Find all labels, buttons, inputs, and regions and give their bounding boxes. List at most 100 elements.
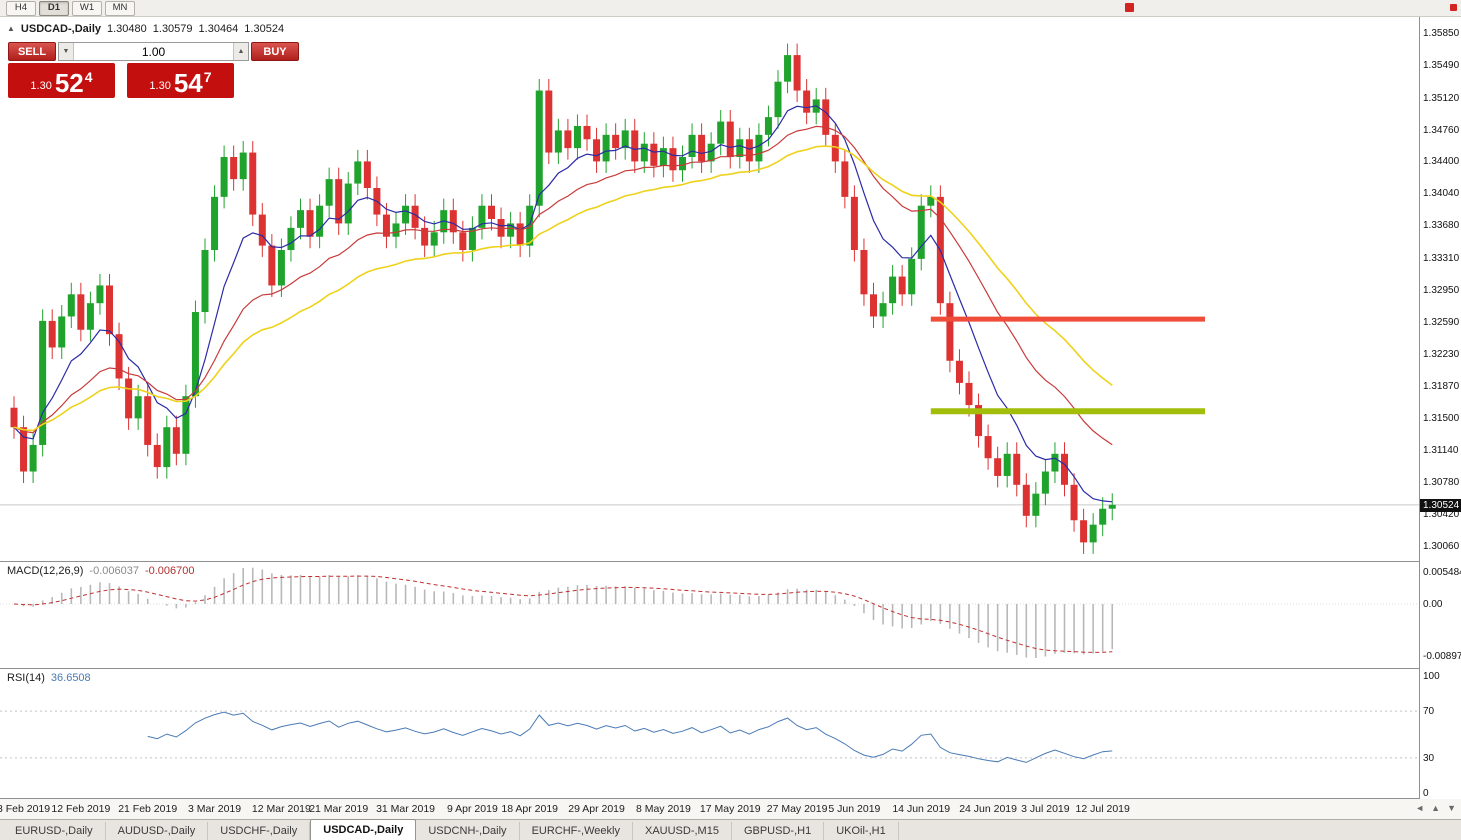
price-axis-label: 1.35490 [1423, 59, 1460, 71]
trade-prices-row: 1.30 52 4 1.30 54 7 [8, 63, 234, 98]
rsi-axis-label: 0 [1423, 788, 1429, 799]
date-axis-label: 3 Mar 2019 [187, 803, 242, 815]
timeframe-buttons: H4 D1 W1 MN [6, 0, 135, 16]
price-axis-label: 1.33680 [1423, 220, 1460, 232]
macd-title: MACD(12,26,9) [7, 565, 84, 577]
timeframe-button-d1[interactable]: D1 [39, 0, 69, 16]
rsi-title: RSI(14) [7, 672, 45, 684]
date-axis-label: 12 Feb 2019 [51, 803, 111, 815]
price-axis-label: 1.31500 [1423, 413, 1460, 425]
date-axis-label: 8 May 2019 [635, 803, 691, 815]
alert-red-icon[interactable] [1125, 3, 1134, 12]
volume-control: ▼ ▲ [58, 42, 249, 61]
chart-tab-ukoilh1[interactable]: UKOil-,H1 [824, 822, 899, 840]
low-value: 1.30464 [198, 23, 239, 35]
date-axis-label: 31 Mar 2019 [376, 803, 436, 815]
volume-input[interactable] [74, 43, 233, 60]
ask-main-digits: 54 [173, 68, 203, 98]
date-axis-label: 3 Jul 2019 [1021, 803, 1070, 815]
rsi-axis-label: 70 [1423, 706, 1435, 718]
rsi-indicator-chart[interactable] [0, 669, 1419, 798]
panel-separator[interactable] [0, 668, 1419, 669]
date-axis-label: 3 Feb 2019 [0, 803, 51, 815]
corner-red-icon[interactable] [1450, 4, 1457, 11]
price-axis-label: 1.31870 [1423, 380, 1460, 392]
symbol-title: USDCAD-,Daily [20, 23, 101, 35]
chart-tab-usdcaddaily[interactable]: USDCAD-,Daily [310, 819, 417, 840]
macd-signal-line [13, 575, 1113, 653]
timeframe-button-mn[interactable]: MN [105, 0, 135, 16]
chart-tab-audusddaily[interactable]: AUDUSD-,Daily [106, 822, 209, 840]
date-axis-label: 12 Mar 2019 [251, 803, 311, 815]
macd-indicator-chart[interactable] [0, 562, 1419, 668]
rsi-line [147, 711, 1113, 763]
buy-button[interactable]: BUY [251, 42, 299, 61]
date-axis-label: 18 Apr 2019 [501, 803, 559, 815]
price-axis-label: 1.35850 [1423, 27, 1460, 39]
rsi-axis-label: 30 [1423, 752, 1435, 764]
date-axis-label: 29 Apr 2019 [568, 803, 625, 815]
rsi-value: 36.6508 [50, 672, 91, 684]
date-axis-label: 21 Feb 2019 [118, 803, 178, 815]
date-axis[interactable]: ◄ ▲ ▼ 3 Feb 2019 12 Feb 2019 21 Feb 2019 3 … [0, 799, 1461, 819]
top-toolbar: H4 D1 W1 MN [0, 0, 1461, 17]
date-axis-label: 17 May 2019 [699, 803, 761, 815]
open-value: 1.30480 [107, 23, 147, 35]
panel-separator [0, 798, 1461, 799]
macd-axis-label: 0.00 [1423, 599, 1443, 610]
sell-button[interactable]: SELL [8, 42, 56, 61]
date-axis-label: 21 Mar 2019 [309, 803, 369, 815]
chart-tab-xauusdm15[interactable]: XAUUSD-,M15 [633, 822, 732, 840]
bid-pip-digit: 4 [84, 69, 93, 85]
chart-tab-usdcnhdaily[interactable]: USDCNH-,Daily [416, 822, 520, 840]
date-axis-label: 5 Jun 2019 [828, 803, 881, 815]
macd-axis-label: -0.008973 [1423, 651, 1461, 663]
high-value: 1.30579 [152, 23, 193, 35]
price-axis-label: 1.30780 [1423, 477, 1460, 489]
one-click-trading-panel: SELL ▼ ▲ BUY 1.30 52 4 1.30 54 7 [8, 42, 299, 98]
macd-histogram [22, 567, 1114, 658]
bid-price-box[interactable]: 1.30 52 4 [8, 63, 115, 98]
volume-increase-icon[interactable]: ▲ [233, 43, 248, 60]
ask-price-box[interactable]: 1.30 54 7 [127, 63, 234, 98]
ma-fast-line [13, 105, 1113, 503]
date-axis-label: 14 Jun 2019 [892, 803, 951, 815]
scroll-down-icon[interactable]: ▼ [1447, 803, 1456, 813]
date-axis-label: 27 May 2019 [766, 803, 828, 815]
chart-tab-usdchfdaily[interactable]: USDCHF-,Daily [208, 822, 311, 840]
timeframe-button-h4[interactable]: H4 [6, 0, 36, 16]
price-axis-label: 1.30420 [1423, 509, 1460, 521]
main-price-chart[interactable] [0, 17, 1419, 561]
panel-separator[interactable] [0, 561, 1419, 562]
symbol-direction-icon: ▲ [7, 24, 15, 33]
current-price-badge: 1.30524 [1420, 498, 1461, 512]
chart-ohlc-header: ▲ USDCAD-,Daily 1.30480 1.30579 1.30464 … [7, 23, 284, 35]
bid-prefix: 1.30 [30, 80, 52, 92]
chart-tab-gbpusdh1[interactable]: GBPUSD-,H1 [732, 822, 825, 840]
price-axis-label: 1.32230 [1423, 348, 1460, 360]
price-axis[interactable]: 1.30524 1.35850 1.35490 1.35120 1.34760 1.34… [1420, 17, 1461, 799]
price-axis-label: 1.34400 [1423, 156, 1460, 168]
timeframe-button-w1[interactable]: W1 [72, 0, 102, 16]
price-axis-label: 1.30060 [1423, 540, 1460, 552]
volume-decrease-icon[interactable]: ▼ [59, 43, 74, 60]
price-axis-label: 1.34040 [1423, 188, 1460, 200]
price-axis-label: 1.32590 [1423, 316, 1460, 328]
close-value: 1.30524 [244, 23, 285, 35]
scroll-left-icon[interactable]: ◄ [1415, 803, 1425, 813]
price-axis-label: 1.34760 [1423, 124, 1460, 136]
macd-value: -0.006037 [89, 565, 139, 577]
price-axis-label: 1.35120 [1423, 92, 1460, 104]
macd-axis-label: 0.005484 [1423, 567, 1461, 578]
chart-tab-eurusddaily[interactable]: EURUSD-,Daily [3, 822, 106, 840]
date-axis-label: 9 Apr 2019 [446, 803, 498, 815]
macd-label: MACD(12,26,9) -0.006037 -0.006700 [7, 565, 195, 577]
ma-mid-line [13, 125, 1113, 446]
chart-tab-eurchfweekly[interactable]: EURCHF-,Weekly [520, 822, 633, 840]
price-axis-separator [1419, 17, 1420, 799]
macd-signal-value: -0.006700 [144, 565, 195, 577]
ma-slow-line [13, 145, 1113, 432]
scroll-up-icon[interactable]: ▲ [1431, 803, 1441, 813]
candles-group [10, 43, 1116, 554]
